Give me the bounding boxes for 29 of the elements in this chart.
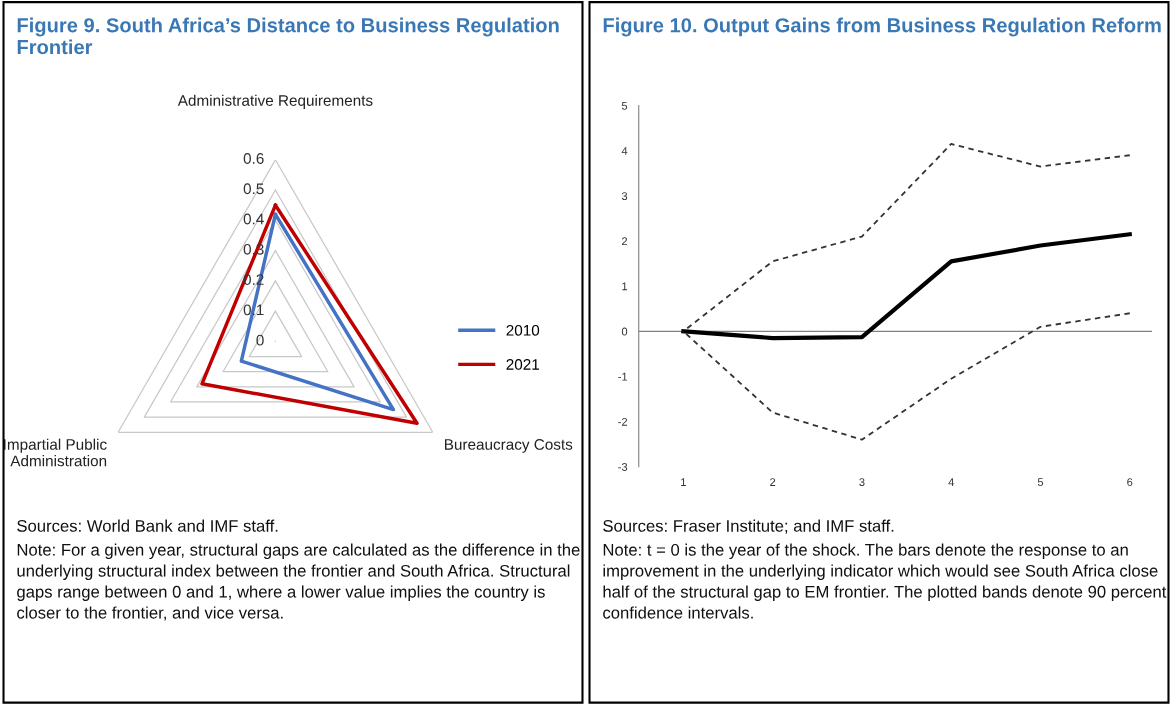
legend-label: 2021 bbox=[506, 359, 540, 370]
y-tick-label: 3 bbox=[621, 192, 628, 201]
x-tick-label: 2 bbox=[770, 478, 776, 486]
y-tick-label: 0.4 bbox=[243, 213, 264, 225]
chart-title: Figure 10. Output Gains from Business Regulation Reform bbox=[603, 17, 1161, 37]
y-tick-label: 0 bbox=[256, 334, 264, 346]
y-tick-label: -3 bbox=[618, 463, 628, 471]
y-tick-label: -2 bbox=[618, 417, 628, 426]
x-tick-label: 4 bbox=[948, 478, 954, 486]
x-tick-label: 6 bbox=[1127, 478, 1133, 487]
source-note: Sources: Fraser Institute; and IMF staff. bbox=[603, 519, 894, 534]
text: Note: t = 0 is the year of the shock. The bars denote the response to an improvement in the underlying indicator which would see South Africa close half of the structural gap to EM frontier. The plotted bands denote 90 percent confidence intervals. bbox=[603, 543, 1167, 619]
spoke-label: Administrative Requirements bbox=[177, 94, 373, 109]
source-note: Sources: World Bank and IMF staff. bbox=[17, 519, 278, 532]
y-tick-label: 5 bbox=[621, 101, 628, 110]
chart-title: Figure 9. South Africa’s Distance to Business Regulation Frontier bbox=[17, 17, 559, 55]
y-tick-label: -1 bbox=[618, 372, 628, 381]
y-tick-label: 1 bbox=[622, 282, 628, 291]
text: Note: For a given year, structural gaps are calculated as the difference in the underlying structural index between the frontier and South Africa. Structural gaps range between 0 and 1, where a lower value implies the country is closer to the frontier, and vice versa. bbox=[17, 543, 580, 621]
y-tick-label: 4 bbox=[621, 147, 628, 155]
y-tick-label: 0.5 bbox=[243, 183, 264, 195]
x-tick-label: 5 bbox=[1037, 478, 1044, 487]
y-tick-label: 0.6 bbox=[243, 153, 264, 164]
spoke-label: Bureaucracy Costs bbox=[445, 439, 573, 453]
legend-label: 2010 bbox=[506, 324, 540, 336]
x-tick-label: 1 bbox=[681, 478, 686, 486]
y-tick-label: 2 bbox=[622, 237, 628, 246]
y-tick-label: 0 bbox=[621, 327, 628, 336]
x-tick-label: 3 bbox=[859, 478, 865, 487]
